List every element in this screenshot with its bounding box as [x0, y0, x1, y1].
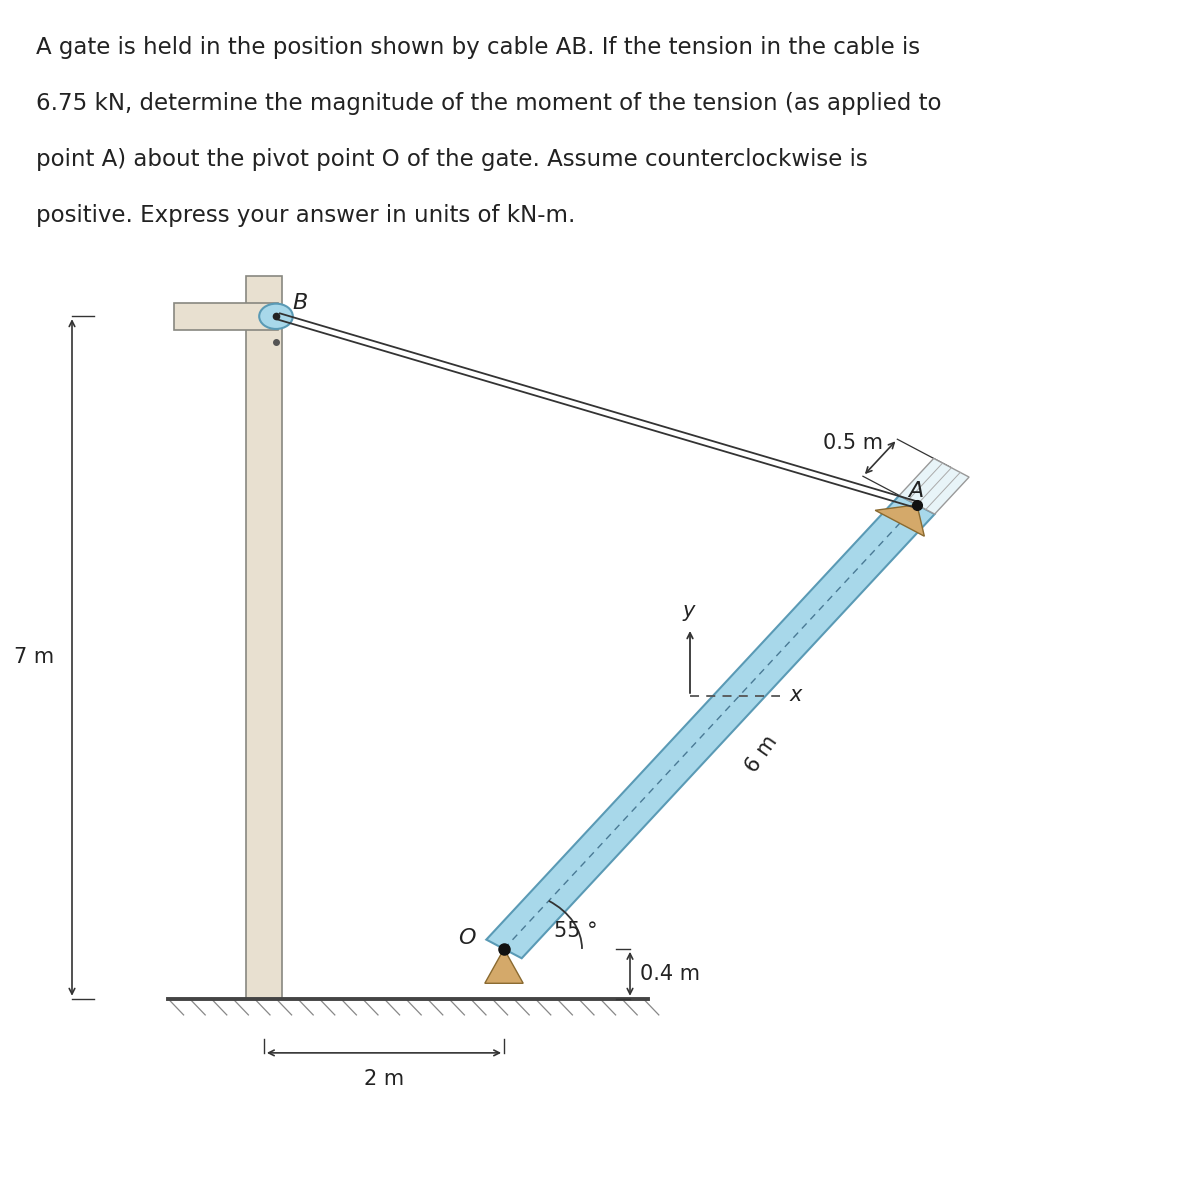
- Text: point A) about the pivot point O of the gate. Assume counterclockwise is: point A) about the pivot point O of the …: [36, 148, 868, 171]
- Text: 2 m: 2 m: [364, 1069, 404, 1089]
- Text: 0.4 m: 0.4 m: [640, 964, 700, 983]
- Polygon shape: [485, 948, 523, 983]
- Text: 7 m: 7 m: [14, 648, 54, 667]
- Text: 6 m: 6 m: [742, 732, 781, 776]
- Polygon shape: [899, 458, 970, 514]
- Text: positive. Express your answer in units of kN-m.: positive. Express your answer in units o…: [36, 204, 575, 227]
- Polygon shape: [486, 495, 935, 958]
- Text: O: O: [458, 928, 476, 948]
- Text: 0.5 m: 0.5 m: [822, 433, 882, 453]
- Text: y: y: [683, 601, 695, 621]
- Text: x: x: [790, 685, 802, 706]
- Polygon shape: [875, 505, 924, 536]
- Bar: [174, 303, 278, 329]
- Text: 55 °: 55 °: [554, 921, 598, 941]
- Circle shape: [259, 304, 293, 329]
- Text: B: B: [293, 293, 308, 313]
- Text: 6.75 kN, determine the magnitude of the moment of the tension (as applied to: 6.75 kN, determine the magnitude of the …: [36, 93, 942, 115]
- Bar: [246, 275, 282, 999]
- Text: A: A: [908, 481, 924, 501]
- Text: A gate is held in the position shown by cable AB. If the tension in the cable is: A gate is held in the position shown by …: [36, 36, 920, 59]
